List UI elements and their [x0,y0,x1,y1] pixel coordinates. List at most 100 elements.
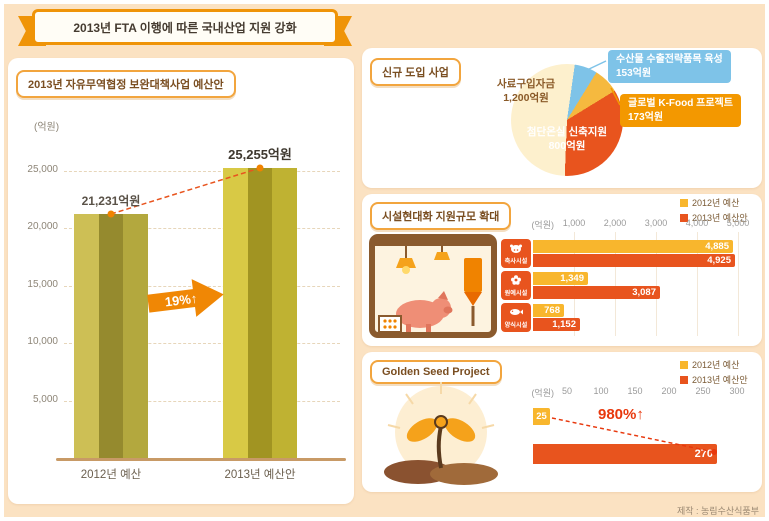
legend-label-2012: 2012년 예산 [692,198,740,208]
bar-2013-budget [223,168,298,458]
credit-text: 제작 : 농림수산식품부 [676,506,759,516]
bar-value: 768 [544,305,560,316]
x-tick: 1,000 [562,218,586,228]
facility-tag-aquaculture: 양식시설 [501,303,531,332]
flower-icon [511,275,521,285]
facility-badge-label: 시설현대화 지원규모 확대 [382,211,500,223]
growth-label: 19%↑ [164,291,198,310]
legend-swatch-2012 [680,360,688,369]
bar-value: 4,925 [707,255,731,266]
pie-tag-value: 173억원 [628,111,664,123]
bar-value: 3,087 [632,287,656,298]
legend-label-2012: 2012년 예산 [692,360,740,370]
budget-panel: 2013년 자유무역협정 보완대책사업 예산안 (억원) 25,000 20,0… [8,58,354,504]
facility-panel: 시설현대화 지원규모 확대 2012년 예산 2013년 예산안 (억원) 1,… [362,194,762,346]
gridline [697,232,698,336]
bar-livestock-2013: 4,925 [533,254,735,267]
x-axis-unit: (억원) [531,220,554,230]
seed-growth-label: 980%↑ [598,406,644,423]
facility-badge: 시설현대화 지원규모 확대 [370,202,512,230]
facility-legend: 2012년 예산 2013년 예산안 [680,196,748,226]
legend-item-2012: 2012년 예산 [680,196,748,209]
title-banner: 2013년 FTA 이행에 따른 국내산업 지원 강화 [18,4,352,50]
trend-dashed-line [107,164,264,218]
legend-swatch-2013 [680,375,688,384]
y-tick: 5,000 [32,394,58,405]
new-projects-badge: 신규 도입 사업 [370,58,461,86]
sprout-illustration [384,382,498,485]
bar-seed-2013: 270 [533,444,717,464]
pie-label-feed-funds: 사료구입자금 1,200억원 [486,78,566,105]
growth-arrow: 19%↑ [147,279,224,317]
gridline [64,228,340,229]
category-2012: 2012년 예산 [80,469,142,481]
x-axis-line [56,458,346,461]
gridline [64,343,340,344]
x-tick: 2,000 [603,218,627,228]
golden-seed-badge-label: Golden Seed Project [382,366,490,378]
golden-seed-panel: Golden Seed Project 2012년 예산 2013년 예산안 (… [362,352,762,492]
bar-value: 4,885 [705,241,729,252]
bar-seed-2012: 25 [533,408,550,425]
facility-category-label: 축사시설 [504,258,528,265]
gridline [738,232,739,336]
legend-swatch-2012 [680,198,688,207]
y-tick: 15,000 [27,279,58,290]
legend-item-2012: 2012년 예산 [680,358,748,371]
pie-slice-value: 1,200억원 [503,91,549,104]
value-label-2013: 25,255억원 [228,147,292,162]
pie-tag-fisheries: 수산물 수출전략품목 육성 153억원 [608,50,731,83]
pie-tag-value: 153억원 [616,67,652,79]
y-tick: 20,000 [27,221,58,232]
fish-icon [510,309,523,315]
new-projects-pie-chart [511,64,623,176]
barn-illustration [369,234,497,338]
bar-2012-budget [74,214,149,458]
seed-legend: 2012년 예산 2013년 예산안 [680,358,748,388]
pie-slice-value: 800억원 [548,139,586,152]
pie-tag-kfood: 글로벌 K-Food 프로젝트 173억원 [620,94,741,127]
legend-label-2013: 2013년 예산안 [692,213,748,223]
bar-aquaculture-2012: 768 [533,304,564,317]
x-tick: 150 [627,386,643,396]
facility-tag-livestock: 축사시설 [501,239,531,268]
pie-label-greenhouse: 첨단온실 신축지원 800억원 [519,126,615,153]
y-tick: 10,000 [27,336,58,347]
bar-value: 25 [536,411,547,422]
banner-band: 2013년 FTA 이행에 따른 국내산업 지원 강화 [32,9,338,45]
budget-badge: 2013년 자유무역협정 보완대책사업 예산안 [16,70,236,98]
bar-value: 270 [694,448,713,460]
x-tick: 300 [729,386,745,396]
facility-tag-horticulture: 원예시설 [501,271,531,300]
new-projects-panel: 신규 도입 사업 사료구입자금 1,200억원 첨단온실 신축지원 800억원 … [362,48,762,188]
y-axis-unit: (억원) [34,122,60,133]
bar-value: 1,349 [560,273,584,284]
pie-tag-label: 수산물 수출전략품목 육성 [616,54,723,65]
pie-connector-lines [586,60,621,106]
y-tick: 25,000 [27,164,58,175]
legend-label-2013: 2013년 예산안 [692,375,748,385]
x-tick: 250 [695,386,711,396]
seed-trend-dashed-line [551,417,717,455]
cow-icon [510,244,522,253]
gridline [656,232,657,336]
bar-aquaculture-2013: 1,152 [533,318,580,331]
bar-horticulture-2013: 3,087 [533,286,660,299]
gridline [615,232,616,336]
x-tick: 5,000 [726,218,750,228]
x-tick: 100 [593,386,609,396]
gridline [64,401,340,402]
gridline [64,171,340,172]
category-2013: 2013년 예산안 [224,469,296,481]
new-projects-badge-label: 신규 도입 사업 [382,67,449,79]
value-label-2012: 21,231억원 [81,194,141,208]
budget-badge-label: 2013년 자유무역협정 보완대책사업 예산안 [28,79,224,91]
facility-category-label: 원예시설 [504,290,528,297]
bar-livestock-2012: 4,885 [533,240,733,253]
pie-slice-label: 사료구입자금 [497,78,555,90]
pie-slice-label: 첨단온실 신축지원 [526,126,608,138]
bar-horticulture-2012: 1,349 [533,272,588,285]
pie-tag-label: 글로벌 K-Food 프로젝트 [628,98,733,109]
x-tick: 4,000 [685,218,709,228]
x-axis-unit: (억원) [531,388,554,398]
